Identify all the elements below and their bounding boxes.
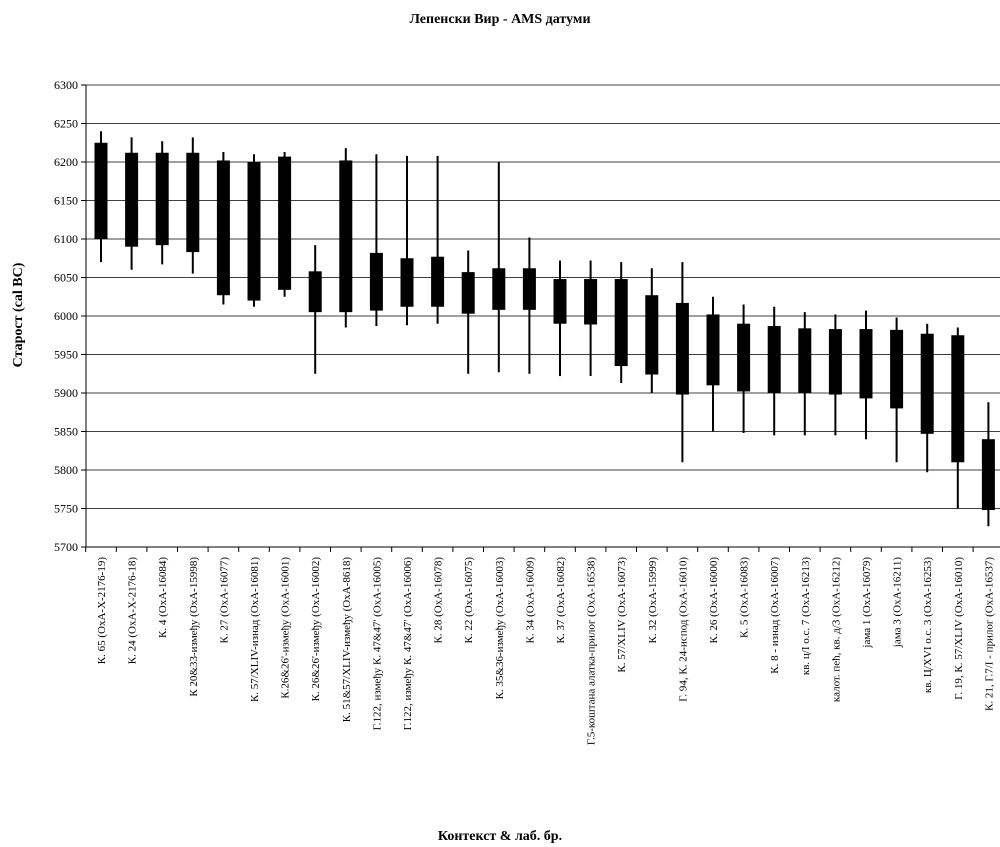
range-box: [584, 279, 598, 325]
x-tick-label: К. 27 (OxA-16077): [218, 557, 230, 644]
range-box: [400, 258, 414, 307]
x-tick-label: Г. 19, К. 57/XLIV (OxA-16010): [953, 557, 965, 700]
range-box: [492, 268, 506, 310]
range-box: [155, 152, 169, 246]
category-labels: К. 65 (OxA-X-2176-19) К. 24 (OxA-X-2176-1…: [96, 557, 995, 745]
range-box: [278, 156, 292, 290]
x-tick-label: К. 22 (OxA-16075): [463, 557, 475, 644]
x-tick-label: К. 34 (OxA-16009): [524, 557, 536, 644]
range-box: [798, 328, 812, 393]
x-tick-label: кв. ц/I о.с. 7 (OxA-16213): [800, 557, 812, 675]
range-box: [308, 271, 322, 313]
x-tick-label: јама 1 (OxA-16079): [861, 557, 873, 649]
range-box: [94, 142, 108, 239]
range-box: [339, 160, 353, 313]
range-box: [767, 326, 781, 393]
range-box: [890, 329, 904, 409]
chart-title: Лепенски Вир - AMS датуми: [409, 12, 591, 27]
range-box: [737, 323, 751, 392]
x-tick-label: К. 32 (OxA-15999): [647, 557, 659, 644]
range-box: [216, 160, 230, 296]
x-tick-label: калот. пећ, кв. д/3 (OxA-16212): [830, 557, 842, 702]
data-series: [94, 131, 995, 527]
y-tick-label: 6000: [54, 309, 78, 323]
x-tick-label: јама 3 (OxA-16211): [892, 557, 904, 649]
x-tick-label: К 20&33-између (OxA-15998): [188, 557, 200, 697]
y-tick-label: 6050: [54, 271, 78, 285]
range-box: [920, 333, 934, 434]
y-tick-label: 5950: [54, 348, 78, 362]
y-tick-label: 5700: [54, 540, 78, 554]
range-box: [247, 162, 261, 301]
x-tick-label: Г.5-коштана алатка-прилог (OxA-16538): [586, 557, 598, 745]
range-box: [522, 268, 536, 310]
x-tick-label: К. 35&36-између (OxA-16003): [494, 557, 506, 700]
range-box: [706, 314, 720, 386]
y-axis-title: Старост (cal BC): [11, 262, 26, 367]
x-tick-label: К. 57/XLIV (OxA-16073): [616, 557, 628, 673]
x-tick-label: К. 28 (OxA-16078): [433, 557, 445, 644]
y-tick-label: 6250: [54, 117, 78, 131]
x-tick-label: Г.122, између К. 47&47' (OxA-16006): [402, 557, 414, 731]
y-tick-label: 5800: [54, 463, 78, 477]
y-tick-label: 5750: [54, 502, 78, 516]
x-tick-label: К. 8 - изнад (OxA-16007): [769, 557, 781, 674]
x-tick-label: К. 51&57/XLIV-између (OxA-8618): [341, 557, 353, 723]
range-box: [553, 279, 567, 324]
range-box: [859, 329, 873, 399]
range-box: [675, 302, 689, 395]
x-tick-label: К. 57/XLIV-изнад (OxA-16081): [249, 557, 261, 702]
range-box: [828, 329, 842, 395]
y-tick-label: 6150: [54, 194, 78, 208]
y-tick-label: 6100: [54, 232, 78, 246]
x-tick-label: Г. 94, К. 24-испод (OxA-16010): [677, 557, 689, 702]
range-box: [431, 256, 445, 307]
range-box: [369, 252, 383, 311]
x-tick-label: К. 37 (OxA-16082): [555, 557, 567, 644]
x-tick-label: К. 4 (OxA-16084): [157, 557, 169, 638]
range-box: [951, 335, 965, 463]
range-box: [461, 272, 475, 314]
range-box: [614, 279, 628, 367]
gridlines: [86, 84, 1000, 548]
x-tick-label: К. 21, Г.7/I - прилог (OxA-16537): [983, 557, 995, 711]
range-box: [186, 152, 200, 253]
y-tick-label: 5900: [54, 386, 78, 400]
y-tick-label: 6300: [54, 78, 78, 92]
x-axis-title: Контекст & лаб. бр.: [438, 829, 562, 844]
x-tick-label: кв. Ц/XVI о.с. 3 (OxA-16253): [922, 557, 934, 693]
axes: 5700 5750 5800 5850 5900 5950 6000 6050 6100 6150…: [54, 78, 1000, 554]
range-box: [125, 152, 139, 247]
range-box: [645, 295, 659, 375]
x-tick-label: К. 5 (OxA-16083): [739, 557, 751, 638]
x-tick-label: К. 24 (OxA-X-2176-18): [127, 557, 139, 665]
x-tick-label: К. 26 (OxA-16000): [708, 557, 720, 644]
x-tick-label: К. 26&26'-између (OxA-16002): [310, 557, 322, 702]
x-tick-label: Г.122, између К. 47&47' (OxA-16005): [371, 557, 383, 731]
y-tick-label: 6200: [54, 155, 78, 169]
x-tick-label: К. 65 (OxA-X-2176-19): [96, 557, 108, 665]
x-tick-label: К.26&26'-између (OxA-16001): [280, 557, 292, 699]
y-tick-label: 5850: [54, 425, 78, 439]
range-box: [981, 439, 995, 511]
